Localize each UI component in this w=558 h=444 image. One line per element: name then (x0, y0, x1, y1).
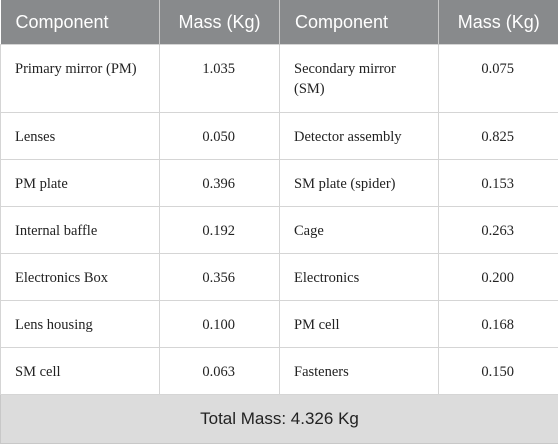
mass-cell: 0.396 (160, 160, 280, 207)
mass-cell: 0.168 (439, 301, 558, 348)
component-cell: SM plate (spider) (280, 160, 439, 207)
header-mass-1: Mass (Kg) (160, 0, 280, 45)
component-cell: Cage (280, 207, 439, 254)
mass-cell: 0.150 (439, 348, 558, 395)
table-row: PM plate 0.396 SM plate (spider) 0.153 (1, 160, 558, 207)
mass-cell: 0.356 (160, 254, 280, 301)
component-cell: Lenses (1, 113, 160, 160)
table-row: SM cell 0.063 Fasteners 0.150 (1, 348, 558, 395)
component-cell: SM cell (1, 348, 160, 395)
header-component-2: Component (280, 0, 439, 45)
total-row: Total Mass: 4.326 Kg (1, 395, 558, 444)
mass-cell: 0.050 (160, 113, 280, 160)
component-cell: Internal baffle (1, 207, 160, 254)
header-row: Component Mass (Kg) Component Mass (Kg) (1, 0, 558, 45)
total-mass: Total Mass: 4.326 Kg (1, 395, 558, 444)
table-row: Lens housing 0.100 PM cell 0.168 (1, 301, 558, 348)
table-row: Lenses 0.050 Detector assembly 0.825 (1, 113, 558, 160)
mass-cell: 0.153 (439, 160, 558, 207)
component-cell: Secondary mirror (SM) (280, 45, 439, 113)
mass-cell: 0.200 (439, 254, 558, 301)
table-row: Electronics Box 0.356 Electronics 0.200 (1, 254, 558, 301)
component-cell: PM cell (280, 301, 439, 348)
mass-cell: 0.825 (439, 113, 558, 160)
component-cell: PM plate (1, 160, 160, 207)
component-cell: Primary mirror (PM) (1, 45, 160, 113)
mass-cell: 0.100 (160, 301, 280, 348)
table-row: Internal baffle 0.192 Cage 0.263 (1, 207, 558, 254)
mass-cell: 0.063 (160, 348, 280, 395)
table-row: Primary mirror (PM) 1.035 Secondary mirr… (1, 45, 558, 113)
mass-cell: 0.075 (439, 45, 558, 113)
component-cell: Fasteners (280, 348, 439, 395)
header-component-1: Component (1, 0, 160, 45)
component-cell: Detector assembly (280, 113, 439, 160)
mass-cell: 0.263 (439, 207, 558, 254)
component-cell: Lens housing (1, 301, 160, 348)
component-cell: Electronics Box (1, 254, 160, 301)
header-mass-2: Mass (Kg) (439, 0, 558, 45)
component-cell: Electronics (280, 254, 439, 301)
mass-cell: 1.035 (160, 45, 280, 113)
mass-cell: 0.192 (160, 207, 280, 254)
